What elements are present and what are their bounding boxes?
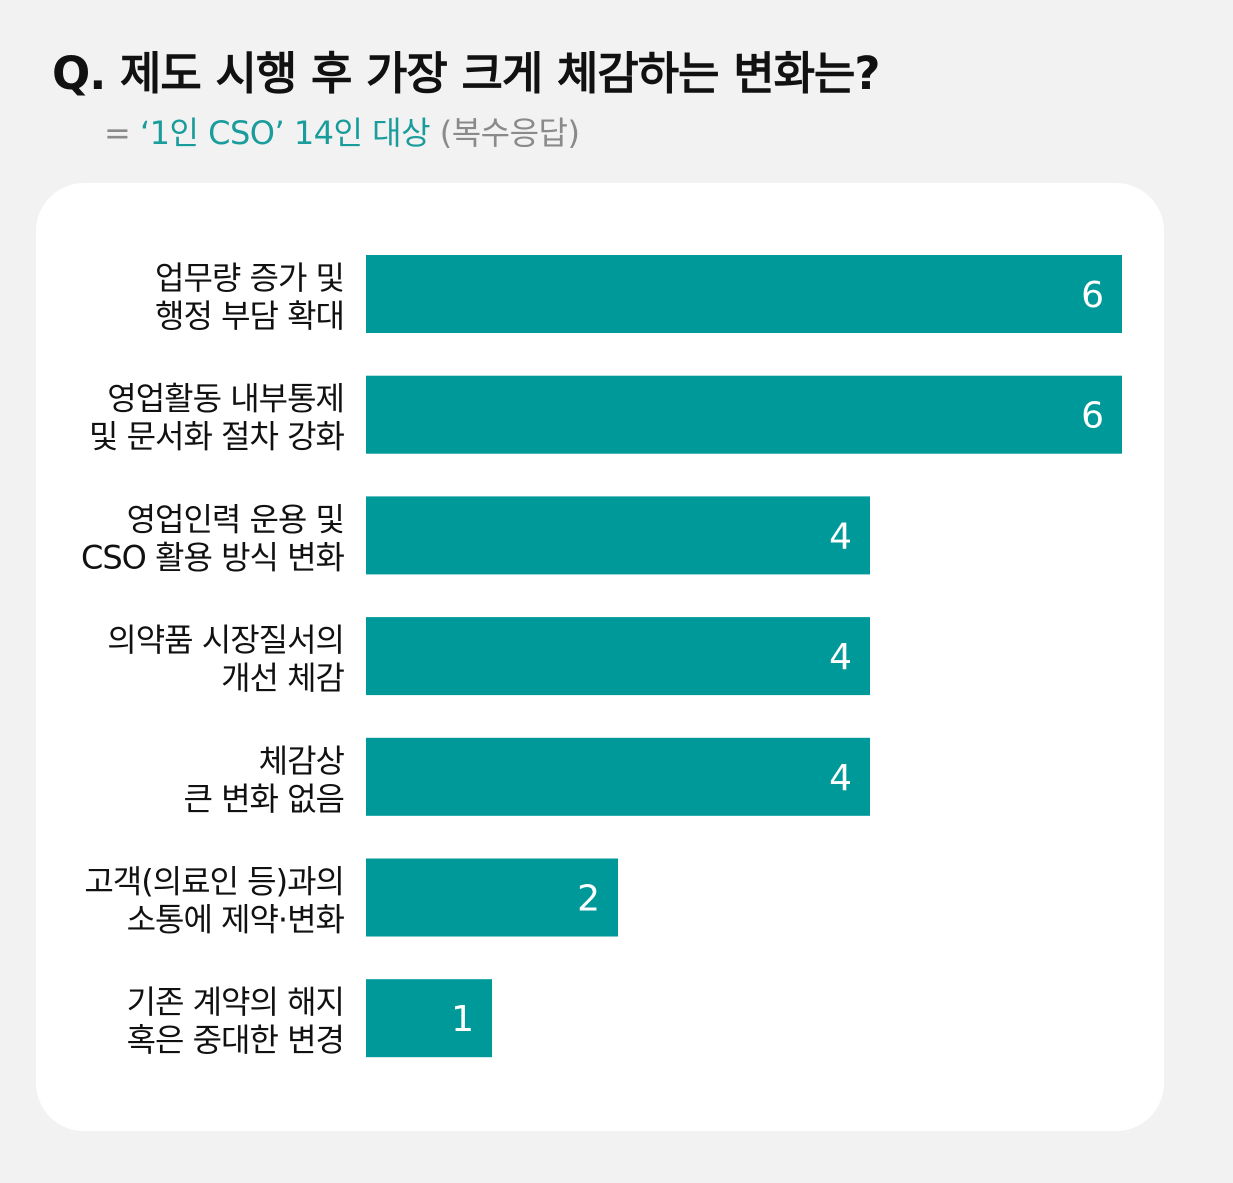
category-label-1-line-1: 업무량 증가 및 (155, 259, 344, 297)
chart-card: 6 업무량 증가 및 행정 부담 확대 6 영업활동 내부통제 및 문서화 절차 강화 4 영… (36, 183, 1164, 1131)
subtitle-target: ‘1인 CSO’ 14인 대상 (139, 114, 431, 152)
bar-4 (366, 617, 870, 696)
chart-subtitle: = ‘1인 CSO’ 14인 대상 (복수응답) (104, 114, 580, 152)
bar-6 (366, 858, 618, 937)
bar-2 (366, 375, 1122, 454)
category-label-2-line-2: 및 문서화 절차 강화 (89, 418, 345, 456)
value-label-6: 2 (577, 879, 600, 920)
category-label-3-line-2: CSO 활용 방식 변화 (81, 538, 345, 576)
category-label-7-line-1: 기존 계약의 해지 (127, 983, 344, 1021)
category-label-6-line-1: 고객(의료인 등)과의 (84, 863, 344, 901)
subtitle-note: (복수응답) (430, 114, 580, 152)
bar-3 (366, 496, 870, 575)
bar-1 (366, 255, 1122, 333)
category-label-5-line-1: 체감상 (259, 742, 345, 780)
bar-5 (366, 737, 870, 816)
bar-7 (366, 979, 492, 1058)
value-label-2: 6 (1081, 396, 1104, 437)
category-label-5-line-2: 큰 변화 없음 (183, 780, 344, 818)
value-label-3: 4 (829, 516, 852, 557)
category-label-7-line-2: 혹은 중대한 변경 (127, 1021, 344, 1059)
category-label-6-line-2: 소통에 제약·변화 (127, 901, 345, 939)
category-label-4-line-1: 의약품 시장질서의 (107, 621, 344, 659)
subtitle-lead: = (104, 114, 140, 152)
value-label-1: 6 (1081, 275, 1104, 316)
value-label-7: 1 (451, 999, 474, 1040)
category-label-2-line-1: 영업활동 내부통제 (107, 380, 344, 418)
chart-title: Q. 제도 시행 후 가장 크게 체감하는 변화는? (52, 47, 881, 100)
category-label-3-line-1: 영업인력 운용 및 (127, 500, 344, 538)
category-label-4-line-2: 개선 체감 (221, 659, 344, 697)
category-label-1-line-2: 행정 부담 확대 (155, 297, 344, 335)
value-label-5: 4 (829, 758, 852, 799)
value-label-4: 4 (829, 637, 852, 678)
